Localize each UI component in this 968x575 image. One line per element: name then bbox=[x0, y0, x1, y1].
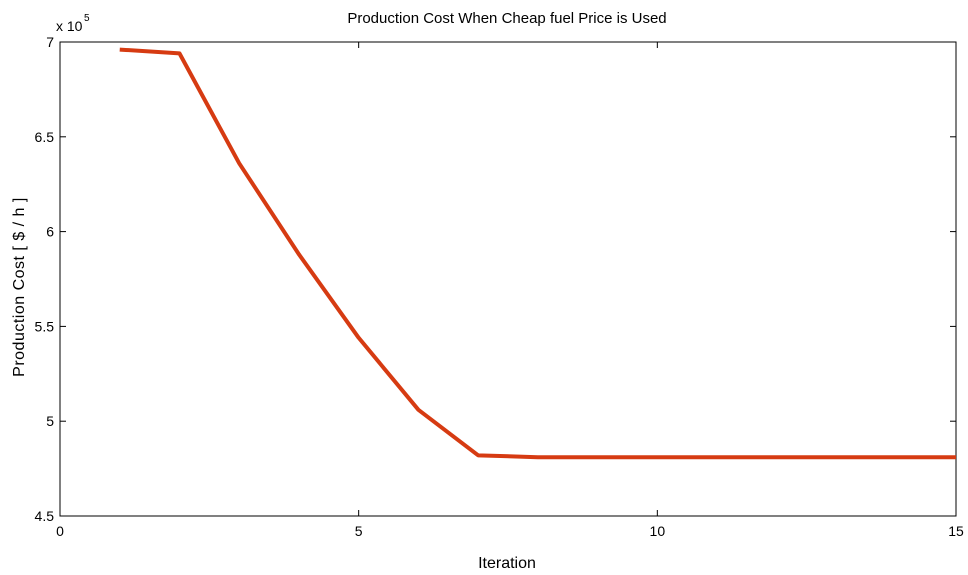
plot-frame bbox=[59, 41, 957, 517]
x-axis-label: Iteration bbox=[478, 555, 536, 572]
y-tick-label: 5.5 bbox=[35, 318, 55, 334]
series-line-0 bbox=[119, 47, 956, 460]
x-tick-label: 15 bbox=[948, 523, 964, 539]
y-tick-label: 7 bbox=[46, 34, 54, 50]
chart-title: Production Cost When Cheap fuel Price is… bbox=[347, 10, 666, 27]
y-axis-exponent-power: 5 bbox=[84, 13, 90, 24]
series-layer bbox=[119, 47, 956, 460]
y-tick-label: 6.5 bbox=[35, 129, 55, 145]
x-tick-labels: 0 5 10 15 bbox=[56, 523, 964, 539]
labels-layer: Production Cost When Cheap fuel Price is… bbox=[11, 10, 964, 572]
tick-marks bbox=[59, 41, 957, 517]
y-axis-label: Production Cost [ $ / h ] bbox=[11, 197, 28, 377]
y-axis-exponent: x 10 5 bbox=[56, 13, 90, 34]
y-tick-label: 5 bbox=[46, 413, 54, 429]
y-axis-exponent-base: x 10 bbox=[56, 18, 83, 34]
x-tick-label: 0 bbox=[56, 523, 64, 539]
plot-area bbox=[59, 41, 957, 517]
y-tick-label: 6 bbox=[46, 224, 54, 240]
y-tick-label: 4.5 bbox=[35, 508, 55, 524]
x-tick-label: 5 bbox=[355, 523, 363, 539]
x-tick-label: 10 bbox=[650, 523, 666, 539]
y-tick-labels: 4.5 5 5.5 6 6.5 7 bbox=[35, 34, 55, 524]
